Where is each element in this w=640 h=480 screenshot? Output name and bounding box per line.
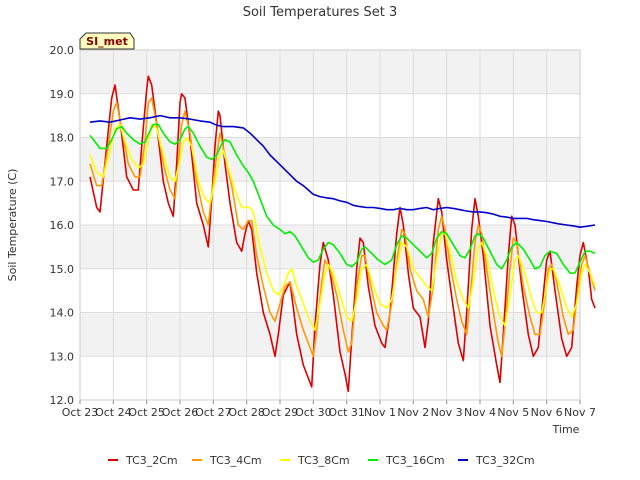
x-tick-label: Oct 25	[128, 406, 165, 419]
legend-label-tc3_4cm: TC3_4Cm	[209, 454, 262, 467]
x-axis-label: Time	[552, 423, 580, 436]
x-tick-label: Oct 31	[328, 406, 365, 419]
chart-title: Soil Temperatures Set 3	[243, 5, 398, 20]
x-tick-label: Oct 26	[162, 406, 199, 419]
badge-shape	[79, 32, 135, 50]
y-tick-label: 19.0	[50, 88, 75, 101]
x-tick-label: Nov 2	[397, 406, 429, 419]
y-tick-label: 17.0	[50, 175, 75, 188]
x-tick-label: Oct 30	[295, 406, 332, 419]
x-tick-label: Nov 7	[564, 406, 596, 419]
badge-label: SI_met	[86, 35, 128, 48]
x-tick-label: Oct 24	[95, 406, 132, 419]
series-line-tc3_32cm	[89, 114, 596, 228]
y-axis-label: Soil Temperature (C)	[6, 169, 19, 282]
x-tick-label: Nov 6	[531, 406, 563, 419]
legend-label-tc3_16cm: TC3_16Cm	[385, 454, 445, 467]
x-tick-label: Nov 5	[497, 406, 529, 419]
series-line-tc3_16cm	[89, 123, 596, 274]
plot-band	[80, 181, 580, 225]
series-group	[89, 75, 596, 393]
axes: 12.0 13.0 14.0 15.0 16.0 17.0 18.0 19.0 20.0 Oct …	[50, 44, 596, 419]
legend: TC3_2Cm TC3_4Cm TC3_8Cm TC3_16Cm TC3_32Cm	[108, 454, 535, 467]
x-tick-label: Oct 28	[228, 406, 265, 419]
plot-band	[80, 137, 580, 182]
y-tick-label: 20.0	[50, 44, 75, 57]
legend-label-tc3_2cm: TC3_2Cm	[125, 454, 178, 467]
plot-band	[80, 356, 580, 400]
x-tick-label: Nov 3	[431, 406, 463, 419]
y-tick-label: 14.0	[50, 307, 75, 320]
series-line-tc3_2cm	[89, 75, 596, 393]
x-tick-label: Oct 23	[62, 406, 99, 419]
x-tick-label: Oct 27	[195, 406, 232, 419]
y-tick-label: 16.0	[50, 219, 75, 232]
y-tick-label: 18.0	[50, 132, 75, 145]
y-tick-label: 15.0	[50, 263, 75, 276]
legend-label-tc3_32cm: TC3_32Cm	[475, 454, 535, 467]
x-tick-label: Nov 1	[364, 406, 396, 419]
plot-frame	[79, 49, 581, 401]
station-badge: SI_met	[79, 32, 135, 50]
series-line-tc3_8cm	[89, 123, 596, 331]
legend-label-tc3_8cm: TC3_8Cm	[297, 454, 350, 467]
y-tick-label: 12.0	[50, 394, 75, 407]
x-tick-label: Oct 29	[262, 406, 299, 419]
y-tick-label: 13.0	[50, 350, 75, 363]
plot-band	[80, 50, 580, 94]
x-tick-label: Nov 4	[464, 406, 496, 419]
plot-band	[80, 225, 580, 269]
